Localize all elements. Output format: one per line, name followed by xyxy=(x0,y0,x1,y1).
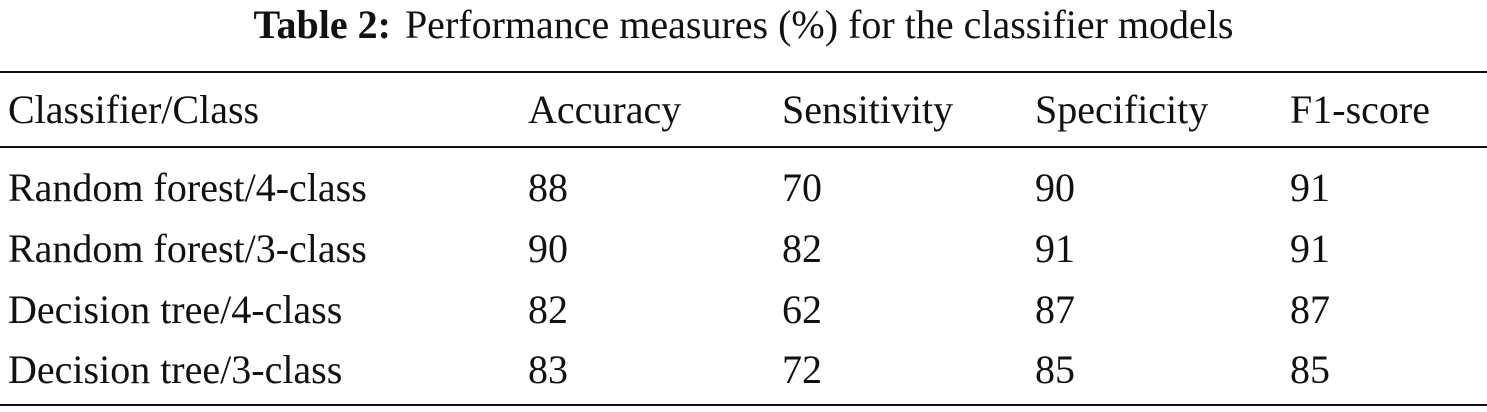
table-cell: 90 xyxy=(528,226,568,271)
table-cell: 82 xyxy=(782,226,822,271)
table-cell: 87 xyxy=(1035,287,1075,332)
table-cell: 62 xyxy=(782,287,822,332)
header-cell: F1-score xyxy=(1290,87,1430,132)
table-cell: 90 xyxy=(1035,165,1075,210)
header-cell: Classifier/Class xyxy=(8,87,260,132)
header-cell: Sensitivity xyxy=(782,87,954,132)
table-cell: 91 xyxy=(1290,165,1330,210)
caption-text: Performance measures (%) for the classif… xyxy=(404,2,1234,47)
header-rule xyxy=(0,146,1487,148)
header-cell: Accuracy xyxy=(528,87,682,132)
caption-label: Table 2: xyxy=(253,2,391,47)
table-cell: 88 xyxy=(528,165,568,210)
table-cell: 85 xyxy=(1290,347,1330,392)
table-cell: 85 xyxy=(1035,347,1075,392)
table-cell: 70 xyxy=(782,165,822,210)
table-cell: 82 xyxy=(528,287,568,332)
row-label: Random forest/4-class xyxy=(8,165,367,210)
header-cell: Specificity xyxy=(1035,87,1209,132)
table-cell: 72 xyxy=(782,347,822,392)
table-cell: 87 xyxy=(1290,287,1330,332)
row-label: Decision tree/3-class xyxy=(8,347,343,392)
table-cell: 91 xyxy=(1290,226,1330,271)
bottom-rule xyxy=(0,404,1487,406)
row-label: Random forest/3-class xyxy=(8,226,367,271)
top-rule xyxy=(0,71,1487,73)
table-caption: Table 2: Performance measures (%) for the… xyxy=(0,0,1487,50)
table-cell: 83 xyxy=(528,347,568,392)
table-cell: 91 xyxy=(1035,226,1075,271)
row-label: Decision tree/4-class xyxy=(8,287,343,332)
